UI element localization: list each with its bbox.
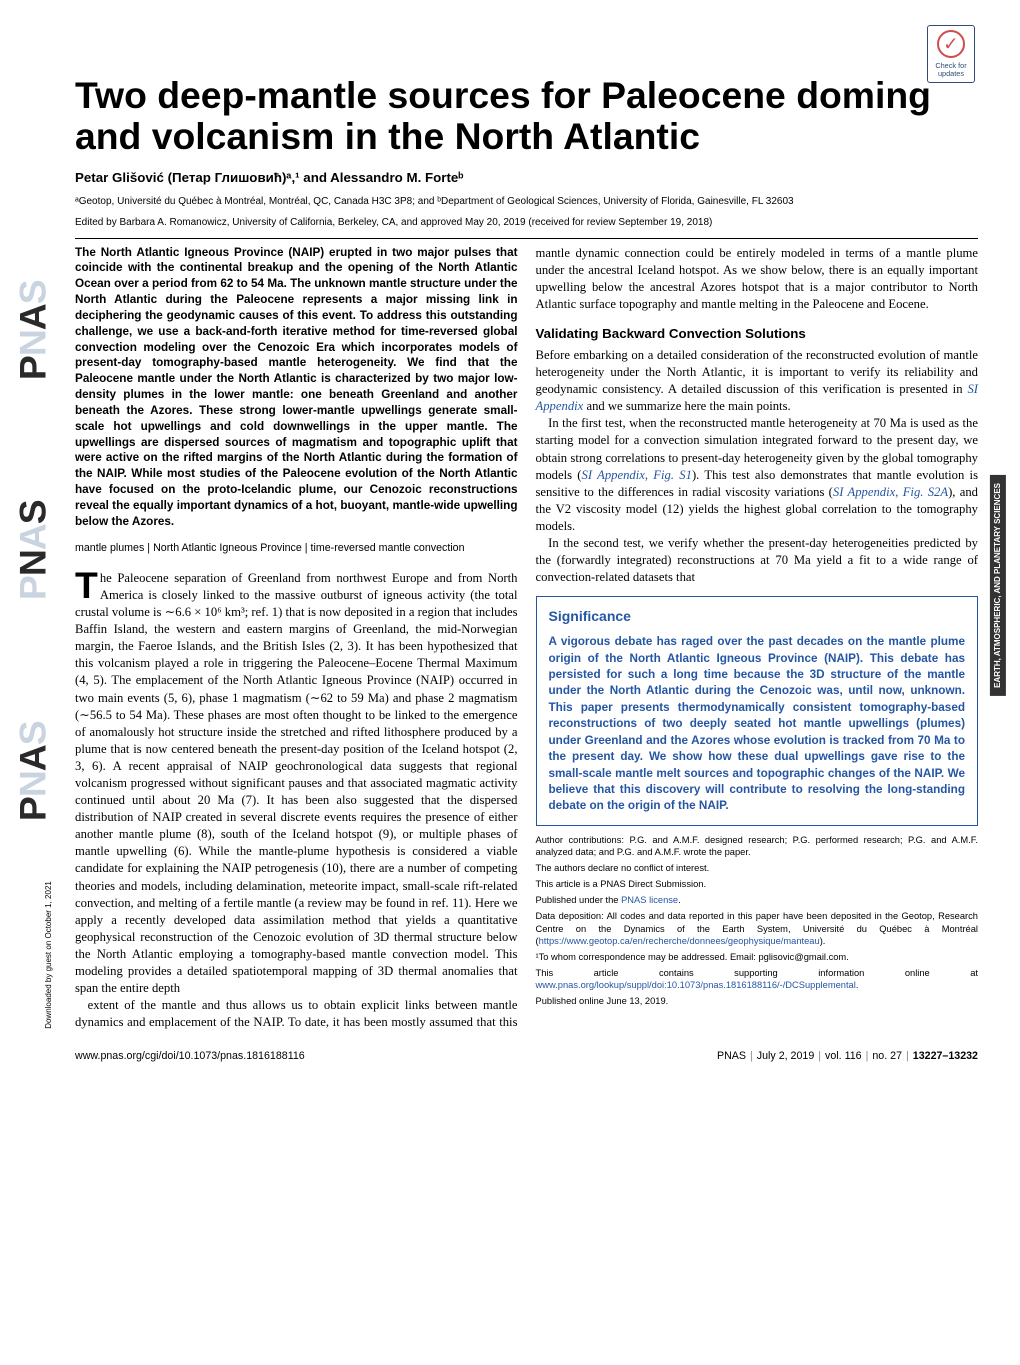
significance-box: Significance A vigorous debate has raged…: [536, 596, 979, 826]
paragraph: Before embarking on a detailed considera…: [536, 347, 979, 415]
paragraph: The Paleocene separation of Greenland fr…: [75, 570, 518, 997]
download-watermark: Downloaded by guest on October 1, 2021: [44, 881, 55, 1029]
conflict-statement: The authors declare no conflict of inter…: [536, 862, 979, 874]
page-footer: www.pnas.org/cgi/doi/10.1073/pnas.181618…: [75, 1049, 978, 1063]
section-heading: Validating Backward Convection Solutions: [536, 325, 979, 343]
significance-heading: Significance: [549, 607, 966, 626]
published-online: Published online June 13, 2019.: [536, 995, 979, 1007]
divider: [75, 238, 978, 239]
keyword: time-reversed mantle convection: [311, 542, 465, 554]
pnas-logo-1: PNAS: [7, 280, 57, 380]
data-deposition: Data deposition: All codes and data repo…: [536, 910, 979, 946]
paragraph: In the first test, when the reconstructe…: [536, 415, 979, 535]
paragraph: In the second test, we verify whether th…: [536, 535, 979, 586]
footer-doi: www.pnas.org/cgi/doi/10.1073/pnas.181618…: [75, 1049, 305, 1063]
correspondence: ¹To whom correspondence may be addressed…: [536, 951, 979, 963]
data-link[interactable]: https://www.geotop.ca/en/recherche/donne…: [539, 936, 820, 946]
footnotes: Author contributions: P.G. and A.M.F. de…: [536, 834, 979, 1008]
article-title: Two deep-mantle sources for Paleocene do…: [75, 75, 978, 157]
suppl-link[interactable]: www.pnas.org/lookup/suppl/doi:10.1073/pn…: [536, 980, 856, 990]
category-tab: EARTH, ATMOSPHERIC, AND PLANETARY SCIENC…: [990, 475, 1006, 696]
license-link[interactable]: PNAS license: [621, 895, 678, 905]
keyword: mantle plumes: [75, 542, 144, 554]
pnas-logo-3: PNAS: [7, 721, 57, 821]
pnas-logo-2: PNAS: [7, 501, 57, 601]
dropcap: T: [75, 570, 100, 602]
supporting-info: This article contains supporting informa…: [536, 967, 979, 991]
article-body: The North Atlantic Igneous Province (NAI…: [75, 245, 978, 1032]
authors: Petar Glišović (Петар Глишовић)ᵃ,¹ and A…: [75, 169, 978, 187]
si-appendix-link[interactable]: SI Appendix, Fig. S1: [582, 468, 692, 482]
updates-icon: ✓: [937, 30, 965, 58]
keywords: mantle plumes|North Atlantic Igneous Pro…: [75, 541, 518, 555]
edited-by: Edited by Barbara A. Romanowicz, Univers…: [75, 216, 978, 230]
footer-citation: PNAS|July 2, 2019|vol. 116|no. 27|13227–…: [717, 1049, 978, 1063]
affiliations: ᵃGeotop, Université du Québec à Montréal…: [75, 195, 978, 208]
abstract: The North Atlantic Igneous Province (NAI…: [75, 245, 518, 530]
check-updates-badge[interactable]: ✓ Check for updates: [927, 25, 975, 83]
updates-label: Check for updates: [928, 62, 974, 78]
keyword: North Atlantic Igneous Province: [153, 542, 302, 554]
significance-text: A vigorous debate has raged over the pas…: [549, 634, 966, 815]
si-appendix-link[interactable]: SI Appendix, Fig. S2A: [833, 485, 948, 499]
license: Published under the PNAS license.: [536, 894, 979, 906]
author-contributions: Author contributions: P.G. and A.M.F. de…: [536, 834, 979, 858]
direct-submission: This article is a PNAS Direct Submission…: [536, 878, 979, 890]
